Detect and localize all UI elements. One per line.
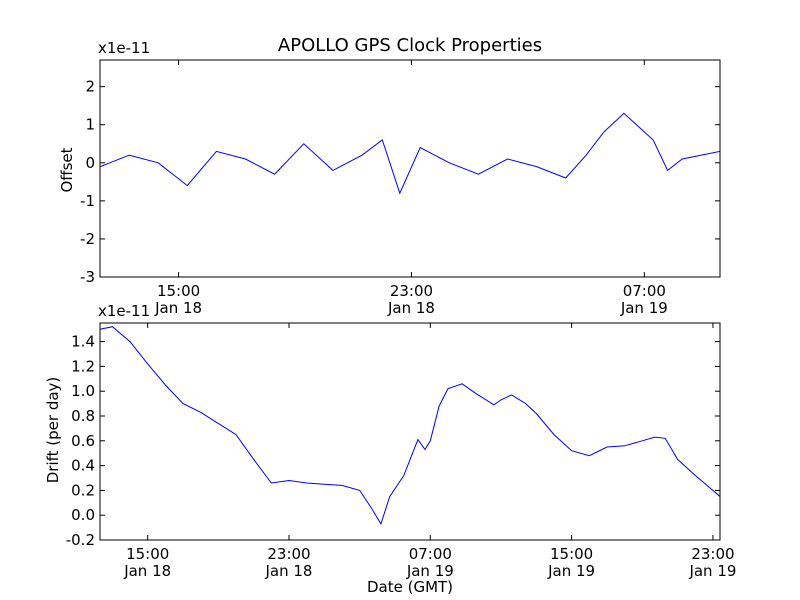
x-tick-label-time: 07:00: [409, 545, 452, 563]
drift-scale-label: x1e-11: [98, 302, 150, 320]
drift-y-axis-label: Drift (per day): [44, 377, 62, 484]
y-tick-label: 0.8: [71, 407, 95, 425]
x-tick-label-time: 23:00: [390, 282, 433, 300]
y-tick-label: 0.0: [71, 506, 95, 524]
chart-title: APOLLO GPS Clock Properties: [278, 35, 542, 56]
y-tick-label: -2: [80, 230, 95, 248]
offset-scale-label: x1e-11: [98, 39, 150, 57]
drift-x-axis-label: Date (GMT): [367, 578, 453, 596]
x-tick-label-time: 15:00: [550, 545, 593, 563]
y-tick-label: 1.2: [71, 357, 95, 375]
x-tick-label-date: Jan 19: [547, 562, 595, 580]
x-tick-label-date: Jan 19: [620, 299, 668, 317]
y-tick-label: 0.6: [71, 432, 95, 450]
x-tick-label-date: Jan 18: [387, 299, 435, 317]
y-tick-label: -3: [80, 268, 95, 286]
y-tick-label: 0: [85, 154, 95, 172]
y-tick-label: -0.2: [66, 531, 95, 549]
x-tick-label-time: 23:00: [267, 545, 310, 563]
x-tick-label-time: 15:00: [126, 545, 169, 563]
drift-series-line: [100, 327, 720, 524]
offset-series-line: [100, 113, 800, 212]
x-tick-label-date: Jan 19: [406, 562, 454, 580]
y-tick-label: -1: [80, 192, 95, 210]
y-tick-label: 1: [85, 116, 95, 134]
x-tick-label-time: 07:00: [623, 282, 666, 300]
x-tick-label-date: Jan 19: [688, 562, 736, 580]
drift-axes-frame: [100, 323, 720, 540]
x-tick-label-time: 23:00: [691, 545, 734, 563]
y-tick-label: 0.2: [71, 481, 95, 499]
drift-panel: x1e-11 Drift (per day) Date (GMT) -0.2 0.…: [44, 302, 736, 596]
chart-figure: APOLLO GPS Clock Properties x1e-11 Offse…: [0, 0, 800, 600]
x-tick-label-date: Jan 18: [154, 299, 202, 317]
offset-axes-frame: [100, 60, 720, 277]
x-tick-label-time: 15:00: [157, 282, 200, 300]
x-tick-label-date: Jan 18: [123, 562, 171, 580]
y-tick-label: 1.4: [71, 333, 95, 351]
x-tick-label-date: Jan 18: [265, 562, 313, 580]
y-tick-label: 2: [85, 78, 95, 96]
y-tick-label: 1.0: [71, 382, 95, 400]
y-tick-label: 0.4: [71, 457, 95, 475]
offset-y-axis-label: Offset: [58, 147, 76, 192]
